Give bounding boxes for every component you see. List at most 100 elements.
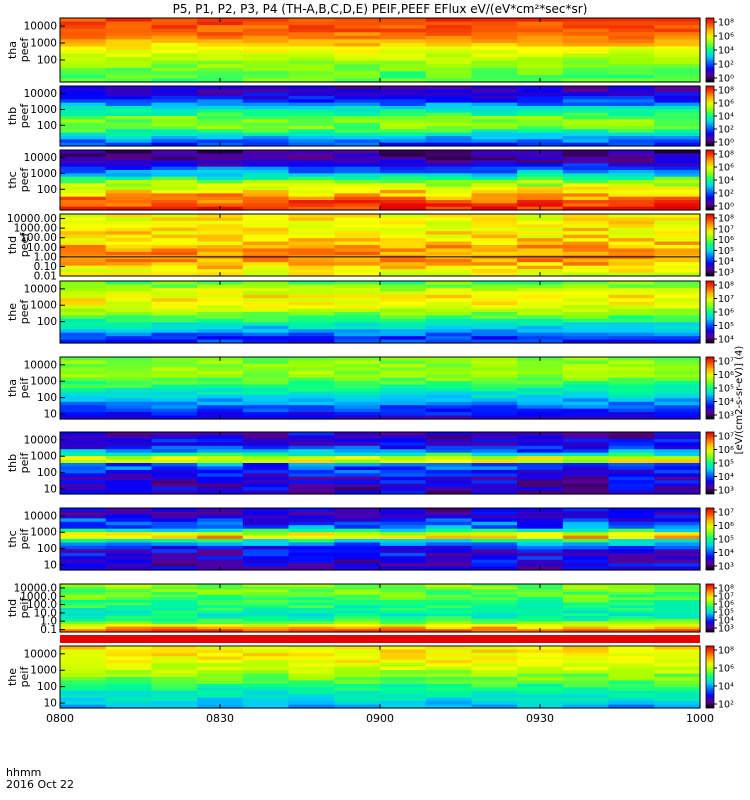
heatmap-cell bbox=[288, 119, 335, 124]
heatmap-cell bbox=[151, 521, 198, 526]
heatmap-cell bbox=[517, 514, 564, 519]
heatmap-cell bbox=[242, 153, 290, 158]
heatmap-cell bbox=[425, 449, 473, 454]
heatmap-cell bbox=[380, 67, 427, 72]
heatmap-cell bbox=[471, 367, 518, 372]
heatmap-cell bbox=[242, 35, 290, 40]
heatmap-cell bbox=[105, 227, 153, 232]
heatmap-cell bbox=[471, 649, 518, 654]
heatmap-cell bbox=[60, 291, 107, 296]
heatmap-cell bbox=[380, 687, 427, 692]
colorbar-tick-label: 10⁴ bbox=[718, 682, 734, 693]
heatmap-cell bbox=[562, 690, 610, 695]
heatmap-cell bbox=[60, 563, 107, 568]
heatmap-cell bbox=[562, 666, 610, 671]
heatmap-cell bbox=[380, 109, 427, 114]
heatmap-cell bbox=[288, 652, 335, 657]
y-tick-label: 10000 bbox=[24, 359, 57, 371]
separator-bar bbox=[60, 635, 700, 643]
heatmap-cell bbox=[288, 220, 335, 225]
heatmap-cell bbox=[654, 136, 701, 140]
heatmap-cell bbox=[425, 102, 473, 107]
heatmap-cell bbox=[334, 463, 381, 468]
heatmap-cell bbox=[60, 621, 107, 625]
heatmap-cell bbox=[654, 394, 701, 399]
heatmap-cell bbox=[471, 456, 518, 461]
heatmap-cell bbox=[471, 687, 518, 692]
heatmap-cell bbox=[334, 694, 381, 699]
heatmap-cell bbox=[242, 142, 290, 147]
heatmap-cell bbox=[242, 176, 290, 181]
heatmap-cell bbox=[562, 190, 610, 194]
heatmap-cell bbox=[105, 589, 153, 593]
heatmap-cell bbox=[425, 670, 473, 675]
heatmap-cell bbox=[60, 224, 107, 229]
heatmap-cell bbox=[654, 92, 701, 97]
heatmap-cell bbox=[334, 469, 381, 474]
heatmap-cell bbox=[654, 613, 701, 617]
heatmap-cell bbox=[654, 89, 701, 94]
y-axis-label: tha bbox=[6, 379, 19, 397]
heatmap-cell bbox=[380, 602, 427, 606]
heatmap-cell bbox=[562, 680, 610, 685]
heatmap-cell bbox=[288, 367, 335, 372]
heatmap-cell bbox=[334, 50, 381, 55]
heatmap-cell bbox=[197, 190, 244, 194]
heatmap-cell bbox=[654, 381, 701, 386]
heatmap-cell bbox=[517, 535, 564, 540]
heatmap-cell bbox=[288, 186, 335, 191]
heatmap-cell bbox=[562, 401, 610, 406]
heatmap-cell bbox=[334, 325, 381, 330]
heatmap-cell bbox=[471, 301, 518, 306]
heatmap-cell bbox=[242, 265, 290, 270]
heatmap-cell bbox=[151, 666, 198, 671]
heatmap-cell bbox=[562, 487, 610, 492]
heatmap-cell bbox=[60, 109, 107, 114]
heatmap-cell bbox=[151, 490, 198, 495]
heatmap-cell bbox=[654, 64, 701, 69]
heatmap-cell bbox=[654, 74, 701, 80]
heatmap-cell bbox=[151, 483, 198, 488]
heatmap-cell bbox=[654, 545, 701, 550]
heatmap-cell bbox=[380, 600, 427, 604]
heatmap-cell bbox=[562, 694, 610, 699]
y-tick-label: 10000 bbox=[24, 434, 57, 446]
heatmap-cell bbox=[608, 624, 655, 628]
heatmap-cell bbox=[471, 60, 518, 65]
y-axis-label: thd bbox=[6, 236, 19, 254]
heatmap-cell bbox=[425, 322, 473, 327]
heatmap-cell bbox=[197, 25, 244, 30]
heatmap-cell bbox=[60, 119, 107, 124]
heatmap-cell bbox=[242, 163, 290, 168]
heatmap-cell bbox=[471, 559, 518, 564]
heatmap-cell bbox=[242, 196, 290, 201]
heatmap-cell bbox=[425, 231, 473, 236]
heatmap-cell bbox=[288, 153, 335, 158]
heatmap-cell bbox=[60, 96, 107, 100]
heatmap-cell bbox=[334, 438, 381, 443]
heatmap-cell bbox=[471, 589, 518, 593]
heatmap-cell bbox=[562, 99, 610, 104]
heatmap-cell bbox=[151, 262, 198, 267]
heatmap-cell bbox=[60, 626, 107, 630]
heatmap-cell bbox=[425, 25, 473, 30]
heatmap-cell bbox=[608, 35, 655, 40]
heatmap-cell bbox=[105, 86, 153, 90]
heatmap-cell bbox=[105, 281, 153, 286]
heatmap-cell bbox=[654, 129, 701, 134]
heatmap-cell bbox=[380, 281, 427, 286]
heatmap-cell bbox=[151, 602, 198, 606]
heatmap-cell bbox=[60, 139, 107, 144]
heatmap-cell bbox=[471, 445, 518, 450]
heatmap-cell bbox=[380, 28, 427, 33]
heatmap-cell bbox=[105, 556, 153, 561]
heatmap-cell bbox=[288, 624, 335, 628]
heatmap-cell bbox=[60, 339, 107, 344]
heatmap-cell bbox=[562, 626, 610, 630]
heatmap-cell bbox=[425, 214, 473, 219]
heatmap-cell bbox=[197, 701, 244, 706]
heatmap-cell bbox=[105, 203, 153, 208]
heatmap-cell bbox=[425, 206, 473, 211]
heatmap-cell bbox=[608, 412, 655, 417]
heatmap-cell bbox=[654, 490, 701, 495]
